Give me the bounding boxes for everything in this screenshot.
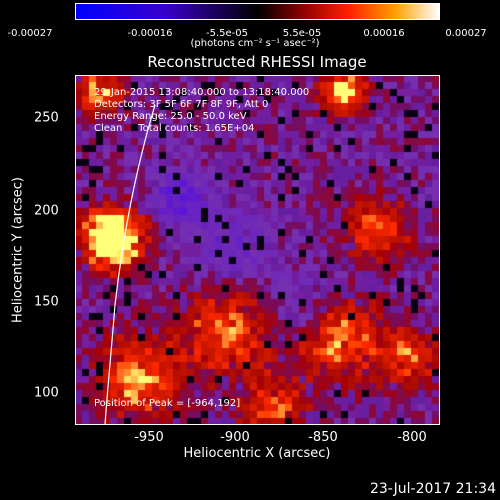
colorbar [75,3,440,20]
colorbar-tick: 5.5e-05 [282,28,322,39]
x-tick: -950 [134,430,164,445]
x-axis-label: Heliocentric X (arcsec) [183,446,331,461]
colorbar-tick: 0.00027 [445,28,487,39]
colorbar-units: (photons cm⁻² s⁻¹ asec⁻²) [190,38,320,49]
time-range: 29-Jan-2015 13:08:40.000 to 13:18:40.000 [94,87,310,98]
y-tick: 250 [34,110,59,126]
x-tick: -800 [397,430,427,445]
colorbar-tick: -0.00016 [127,28,173,39]
colorbar-tick: 0.00016 [363,28,405,39]
energy-range: Energy Range: 25.0 - 50.0 keV [94,111,247,122]
colorbar-tick: -0.00027 [7,28,53,39]
detectors-info: Detectors: 3F 5F 6F 7F 8F 9F, Att 0 [94,99,269,110]
clean-info: Clean Total counts: 1.65E+04 [94,123,255,134]
colorbar-tick: -5.5e-05 [206,28,248,39]
y-tick: 200 [34,203,59,219]
x-tick: -900 [220,430,250,445]
y-tick: 150 [34,294,59,310]
y-tick: 100 [34,385,59,401]
y-axis-label: Heliocentric Y (arcsec) [10,177,26,323]
peak-position: Position of Peak = [-964,192] [94,398,241,409]
timestamp: 23-Jul-2017 21:34 [369,481,496,497]
x-tick: -850 [308,430,338,445]
image-title: Reconstructed RHESSI Image [147,53,367,71]
